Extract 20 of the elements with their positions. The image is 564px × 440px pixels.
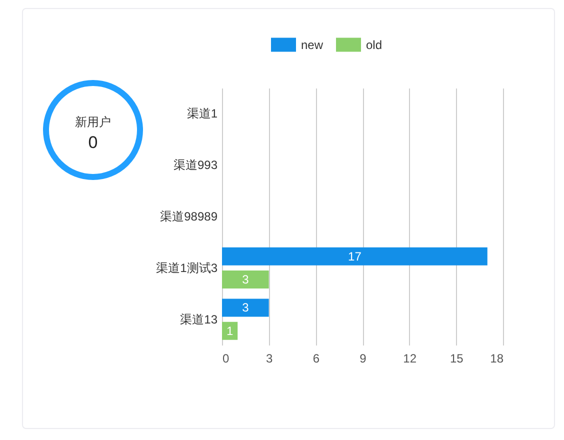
y-tick-label: 渠道1测试3 [156, 260, 218, 275]
data-label: 1 [226, 324, 234, 338]
legend-label: new [301, 38, 324, 52]
text: 新用户 [74, 114, 112, 130]
y-tick-label: 渠道13 [180, 312, 218, 326]
x-tick-label: 6 [312, 352, 320, 366]
x-tick-label: 0 [222, 352, 230, 366]
legend-label: old [366, 38, 382, 52]
y-tick-label: 渠道993 [173, 158, 218, 172]
x-tick-label: 15 [450, 352, 464, 366]
x-tick-label: 12 [403, 352, 417, 366]
y-tick-label: 渠道1 [186, 106, 218, 121]
data-label: 3 [242, 300, 250, 315]
data-label: 3 [242, 272, 250, 286]
y-tick-label: 渠道98989 [160, 210, 218, 224]
x-tick-label: 3 [266, 352, 273, 366]
text: 0 [87, 133, 99, 153]
x-tick-label: 9 [360, 352, 367, 366]
data-label: 17 [348, 249, 362, 264]
x-tick-label: 18 [490, 352, 504, 366]
